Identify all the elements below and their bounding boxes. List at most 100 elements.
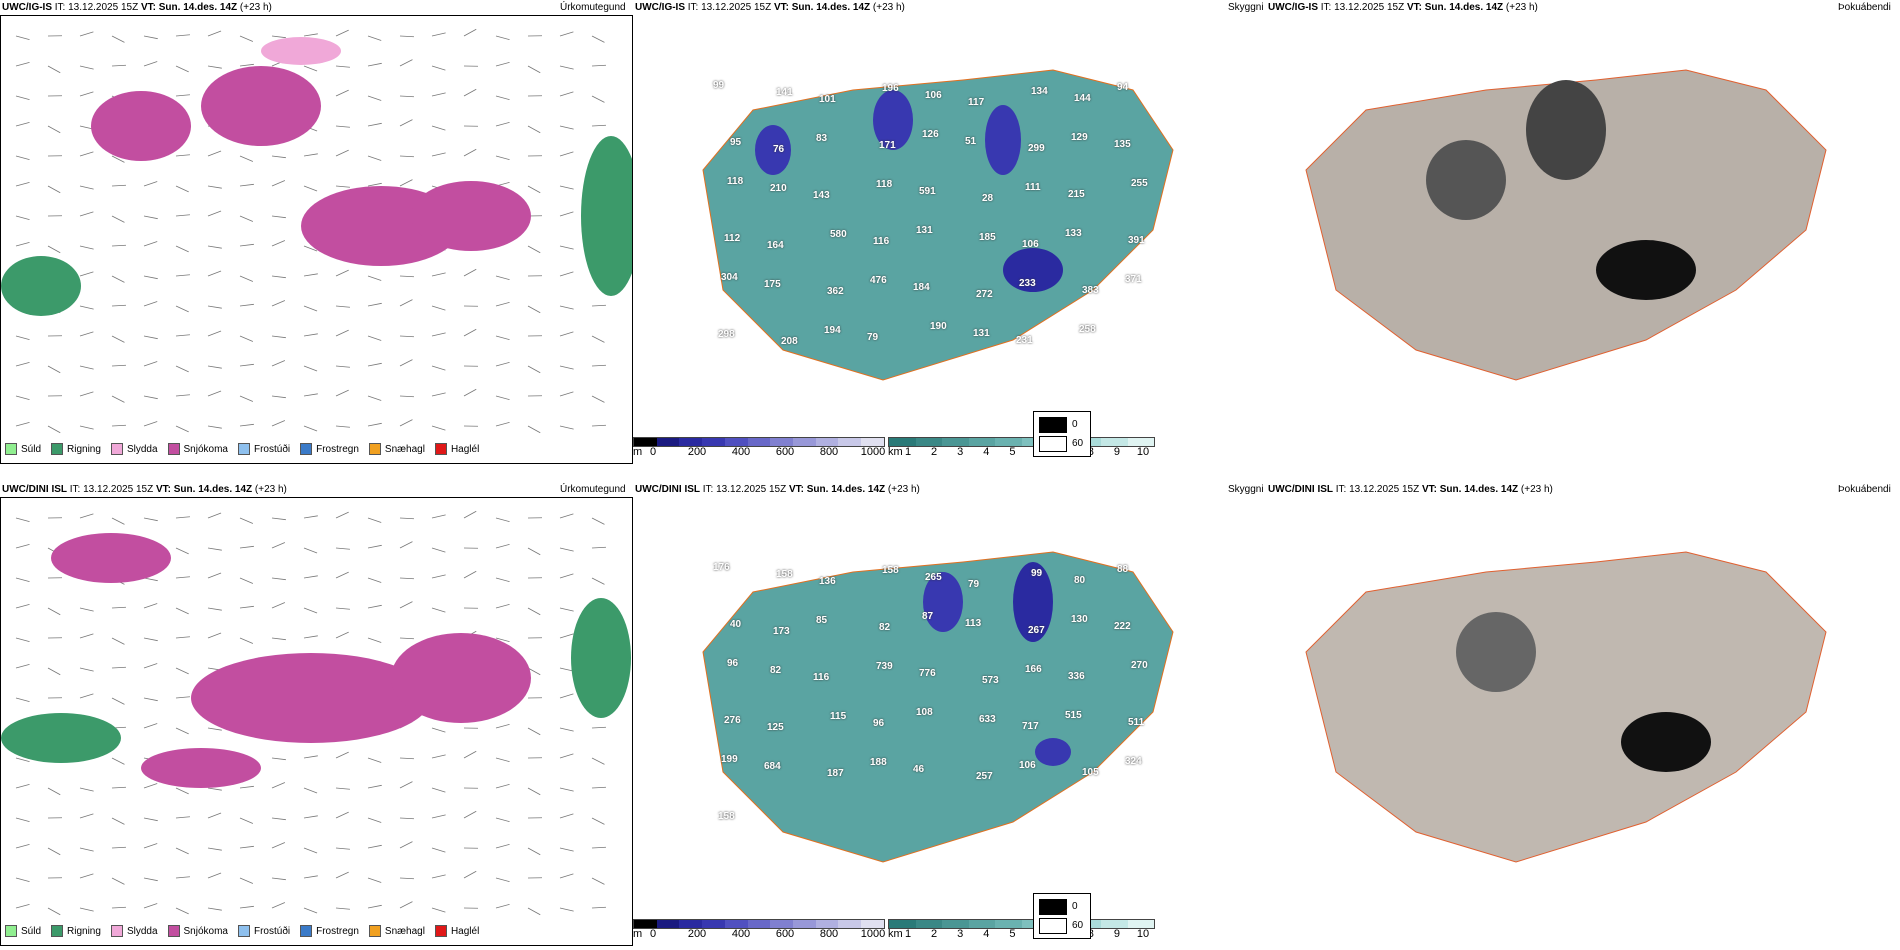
wind-barb — [47, 245, 61, 254]
wind-barb — [271, 602, 286, 609]
elevation-label: 111 — [1025, 182, 1041, 193]
wind-barb — [175, 305, 189, 313]
wind-barb — [591, 64, 607, 67]
wind-barb — [79, 211, 94, 217]
cloud-panel-row2: UWC/DINI ISL IT: 13.12.2025 15Z VT: Sun.… — [633, 482, 1266, 950]
wind-barb — [431, 754, 446, 759]
elevation-label: 255 — [1131, 178, 1148, 189]
elevation-label: 580 — [830, 229, 847, 240]
elevation-label: 118 — [727, 176, 744, 187]
wind-barb — [79, 185, 94, 190]
wind-barb — [271, 637, 286, 641]
wind-barb — [271, 275, 286, 279]
wind-barb — [111, 697, 125, 705]
legend-item: Rigning — [51, 925, 101, 937]
wind-barb — [79, 813, 94, 819]
colorbar-swatch — [634, 920, 657, 928]
colorbar-swatch — [747, 920, 771, 928]
wind-barb — [591, 577, 605, 585]
fog-panel-row2: UWC/DINI ISL IT: 13.12.2025 15Z VT: Sun.… — [1033, 482, 1899, 950]
wind-barb — [143, 663, 158, 669]
wind-barb — [207, 872, 222, 879]
elevation-label: 166 — [1025, 664, 1042, 675]
fog-map-svg — [1305, 69, 1827, 381]
wind-barb — [399, 517, 415, 520]
colorbar-swatch — [861, 920, 884, 928]
elevation-label: 117 — [968, 97, 985, 108]
wind-barb — [15, 903, 30, 909]
wind-barb — [463, 388, 477, 397]
wind-barb — [399, 299, 413, 307]
wind-barb — [591, 335, 605, 343]
wind-barb — [207, 305, 222, 309]
colorbar-tick: 200 — [687, 446, 707, 458]
wind-barb — [591, 424, 607, 427]
elevation-label: 95 — [730, 137, 742, 148]
wind-barb — [431, 392, 446, 397]
wind-barb — [431, 125, 446, 131]
wind-barb — [559, 727, 574, 732]
wind-barb — [15, 843, 30, 849]
wind-barb — [367, 335, 382, 341]
wind-barb — [143, 181, 158, 187]
wind-barb — [207, 330, 222, 337]
elevation-label: 324 — [1125, 756, 1142, 767]
elevation-label: 126 — [922, 129, 939, 140]
wind-barb — [239, 303, 254, 307]
colorbar-tick: 4 — [983, 446, 990, 458]
elevation-label: 184 — [913, 282, 930, 293]
wind-barb — [495, 903, 510, 909]
wind-barb — [431, 547, 446, 553]
legend-max: 60 — [1072, 438, 1084, 449]
wind-barb — [559, 245, 574, 250]
wind-barb — [367, 155, 382, 161]
wind-barb — [207, 65, 222, 69]
colorbar-swatch — [889, 438, 916, 446]
wind-barb — [335, 329, 349, 337]
rain-area — [1, 256, 81, 316]
wind-barb — [207, 390, 222, 397]
fog-legend: 0 60 — [1033, 893, 1091, 939]
wind-barb — [239, 517, 254, 524]
wind-barb — [431, 907, 446, 913]
elevation-label: 298 — [718, 329, 735, 340]
wind-barb — [47, 125, 61, 134]
wind-barb — [207, 270, 222, 277]
wind-barb — [143, 903, 158, 909]
colorbar-tick: 1000 — [860, 928, 886, 940]
wind-barb — [335, 751, 349, 759]
wind-barb — [239, 335, 254, 342]
wind-barb — [303, 515, 318, 519]
colorbar-tick: 1 — [904, 446, 912, 458]
wind-barb — [367, 877, 382, 883]
colorbar-swatch — [838, 920, 862, 928]
elevation-label: 125 — [767, 722, 784, 733]
wind-barb — [239, 905, 254, 909]
wind-barb — [335, 607, 350, 610]
elevation-label: 476 — [870, 275, 887, 286]
colorbar-tick: 200 — [687, 928, 707, 940]
elevation-label: 88 — [1117, 564, 1129, 575]
wind-barb — [207, 547, 222, 551]
elevation-label: 106 — [1019, 760, 1036, 771]
wind-barb — [175, 154, 190, 157]
wind-barb — [143, 61, 158, 67]
precip-panel-row1: UWC/IG-IS IT: 13.12.2025 15Z VT: Sun. 14… — [0, 0, 633, 468]
wind-barb — [303, 273, 318, 277]
elevation-label: 134 — [1031, 86, 1048, 97]
snow-area — [411, 181, 531, 251]
wind-barb — [527, 667, 541, 676]
elevation-label: 299 — [1028, 143, 1045, 154]
wind-barb — [591, 817, 605, 825]
fog-map-svg — [1305, 551, 1827, 863]
wind-barb — [143, 241, 158, 247]
wind-barb — [399, 59, 413, 67]
colorbar-swatch — [968, 438, 995, 446]
wind-barb — [15, 817, 30, 823]
elevation-label: 391 — [1128, 235, 1145, 246]
wind-barb — [239, 817, 254, 824]
wind-barb — [431, 425, 446, 431]
wind-barb — [335, 425, 350, 428]
legend-min: 0 — [1072, 901, 1078, 912]
elevation-label: 129 — [1071, 132, 1088, 143]
